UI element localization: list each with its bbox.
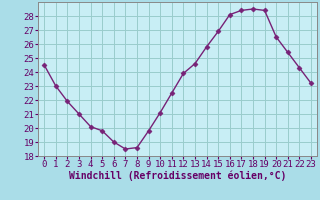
X-axis label: Windchill (Refroidissement éolien,°C): Windchill (Refroidissement éolien,°C): [69, 171, 286, 181]
